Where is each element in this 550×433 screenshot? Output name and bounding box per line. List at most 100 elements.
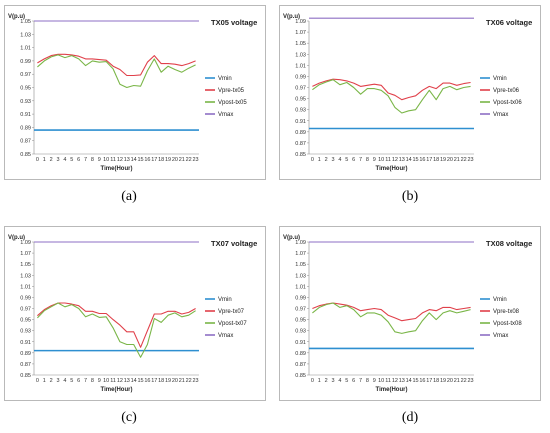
x-tick-label: 14 [406,378,412,384]
x-tick-label: 15 [138,378,144,384]
chart-panel-d: 0.85 0.87 0.89 0.91 0.93 0.95 0.97 0.99 1.01 1.03… [279,226,541,401]
x-tick-label: 10 [378,378,384,384]
y-tick-label: 0.89 [295,130,306,136]
x-tick-label: 7 [359,378,362,384]
x-tick-label: 21 [179,378,185,384]
x-tick-label: 11 [110,378,116,384]
x-tick-label: 14 [131,378,137,384]
x-axis-label: Time(Hour) [101,166,133,172]
legend-label: Vpre-tx08 [493,309,520,315]
y-axis-label: V(p.u) [8,14,25,20]
x-tick-label: 17 [151,378,157,384]
x-tick-label: 1 [43,378,46,384]
chart-title: TX05 voltage [211,18,257,27]
x-tick-label: 9 [373,378,376,384]
caption-d: (d) [401,410,419,425]
x-tick-label: 12 [117,157,123,163]
x-tick-label: 9 [98,157,101,163]
x-tick-label: 0 [36,157,39,163]
y-tick-label: 0.95 [20,318,31,324]
chart-svg-a: 0.85 0.87 0.89 0.91 0.93 0.95 0.97 0.99 1.01 1.03… [8,14,257,172]
y-tick-label: 1.01 [20,46,31,52]
x-tick-label: 7 [359,157,362,163]
legend-label: Vpost-tx07 [218,321,247,327]
y-tick-label: 0.99 [20,295,31,301]
x-tick-label: 23 [468,157,474,163]
y-tick-label: 0.91 [295,340,306,346]
x-tick-label: 20 [172,378,178,384]
x-tick-label: 0 [311,378,314,384]
legend-label: Vpre-tx07 [218,309,245,315]
y-tick-label: 1.01 [295,284,306,290]
x-tick-label: 3 [332,157,335,163]
series-line-vpost-tx08 [312,302,471,334]
x-tick-label: 6 [352,378,355,384]
y-tick-label: 0.93 [20,99,31,105]
x-tick-label: 2 [50,378,53,384]
x-tick-label: 9 [373,157,376,163]
x-tick-label: 13 [124,378,130,384]
x-tick-label: 1 [43,157,46,163]
legend-label: Vmax [493,333,508,339]
y-tick-label: 1.09 [295,240,306,246]
series-line-vpre-tx06 [312,78,471,101]
y-tick-label: 0.97 [20,307,31,313]
series-line-vpost-tx05 [37,54,196,89]
y-tick-label: 0.89 [20,351,31,357]
series-line-vpost-tx06 [312,79,471,114]
x-tick-label: 2 [50,157,53,163]
x-tick-label: 11 [110,157,116,163]
x-tick-label: 16 [144,157,150,163]
x-tick-label: 4 [338,157,341,163]
x-tick-label: 14 [406,157,412,163]
x-tick-label: 12 [117,378,123,384]
x-tick-label: 16 [419,378,425,384]
x-tick-label: 1 [318,157,321,163]
x-tick-label: 23 [468,378,474,384]
x-tick-label: 20 [447,378,453,384]
y-tick-label: 1.01 [20,284,31,290]
x-tick-label: 23 [193,378,199,384]
x-tick-label: 18 [158,157,164,163]
x-tick-label: 4 [63,157,66,163]
x-tick-label: 19 [440,157,446,163]
x-tick-label: 3 [57,157,60,163]
chart-panel-b: 0.85 0.87 0.89 0.91 0.93 0.95 0.97 0.99 1.01 1.03… [279,5,541,180]
x-tick-label: 12 [392,157,398,163]
y-tick-label: 0.93 [295,329,306,335]
y-tick-label: 1.05 [20,262,31,268]
y-tick-label: 0.97 [295,86,306,92]
series-line-vpre-tx05 [37,53,196,77]
y-tick-label: 0.87 [20,139,31,145]
legend-label: Vmin [493,297,507,303]
x-tick-label: 22 [186,378,192,384]
y-tick-label: 0.95 [20,86,31,92]
x-tick-label: 5 [70,378,73,384]
y-tick-label: 0.93 [295,108,306,114]
x-tick-label: 22 [461,157,467,163]
chart-title: TX06 voltage [486,18,532,27]
x-tick-label: 6 [77,157,80,163]
chart-panel-c: 0.85 0.87 0.89 0.91 0.93 0.95 0.97 0.99 1.01 1.03… [4,226,266,401]
x-tick-label: 17 [426,157,432,163]
x-tick-label: 19 [165,157,171,163]
legend-label: Vpost-tx05 [218,100,247,106]
x-tick-label: 22 [186,157,192,163]
x-tick-label: 20 [172,157,178,163]
y-tick-label: 1.05 [295,41,306,47]
x-tick-label: 15 [138,157,144,163]
x-tick-label: 5 [70,157,73,163]
y-tick-label: 0.85 [20,373,31,379]
x-tick-label: 5 [345,378,348,384]
legend-label: Vmax [218,112,233,118]
x-tick-label: 21 [454,157,460,163]
y-tick-label: 1.03 [20,273,31,279]
y-tick-label: 0.95 [295,97,306,103]
y-tick-label: 1.07 [20,251,31,257]
legend-label: Vmax [493,112,508,118]
x-tick-label: 18 [158,378,164,384]
x-tick-label: 0 [36,378,39,384]
x-tick-label: 15 [413,157,419,163]
x-tick-label: 6 [352,157,355,163]
x-tick-label: 4 [63,378,66,384]
